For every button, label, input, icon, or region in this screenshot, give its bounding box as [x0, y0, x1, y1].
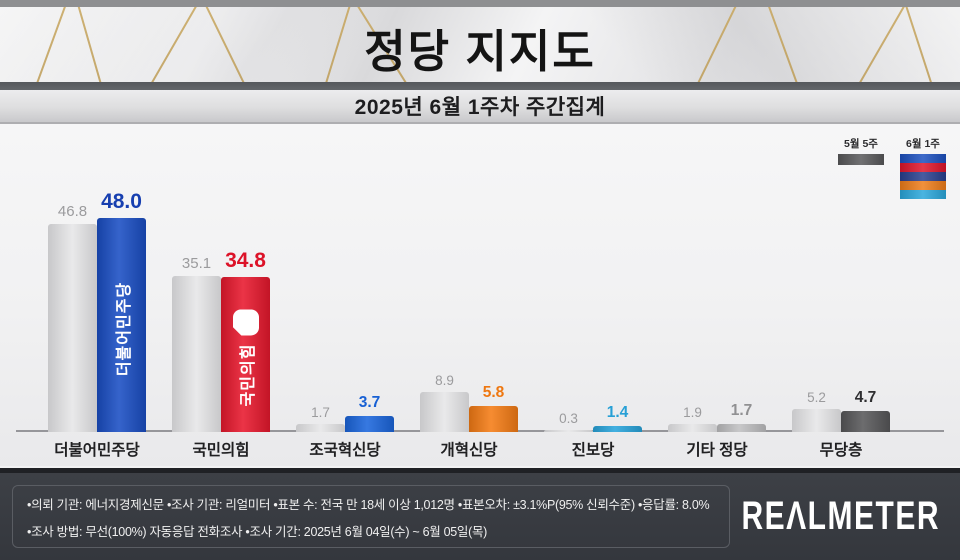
header-banner: 정당 지지도	[0, 0, 960, 82]
current-week-column: 1.7	[717, 402, 766, 432]
previous-week-column: 1.9	[668, 405, 717, 432]
legend-label: 6월 1주	[906, 138, 940, 150]
current-week-bar: 국민의힘	[221, 277, 270, 432]
legend-label: 5월 5주	[844, 138, 878, 150]
category-label: 조국혁신당	[309, 442, 381, 459]
previous-value-label: 46.8	[57, 202, 88, 220]
previous-value-label: 35.1	[181, 254, 212, 272]
category-label: 개혁신당	[440, 442, 498, 459]
previous-week-bar	[544, 430, 593, 432]
current-week-column: 1.4	[593, 404, 642, 432]
bar-group: 0.3 1.4 진보당	[544, 404, 642, 466]
legend-color-row	[900, 163, 946, 172]
legend-swatch-multicolor	[900, 154, 946, 199]
previous-week-bar	[296, 424, 345, 432]
current-week-bar	[345, 415, 394, 432]
bar-pair: 46.8 48.0 더불어민주당	[48, 190, 146, 432]
legend-swatch-gray	[838, 154, 884, 165]
previous-week-bar	[48, 223, 97, 432]
previous-week-bar	[792, 408, 841, 432]
bar-group: 35.1 34.8 국민의힘 국민의힘	[172, 249, 270, 466]
current-value-label: 3.7	[358, 393, 381, 411]
chart-legend: 5월 5주 6월 1주	[838, 136, 946, 199]
ppp-symbol-icon	[233, 309, 259, 335]
party-logo-text: 국민의힘	[239, 343, 257, 407]
legend-color-row	[900, 154, 946, 163]
survey-period-subtitle: 2025년 6월 1주차 주간집계	[354, 96, 606, 119]
page-title: 정당 지지도	[364, 26, 596, 77]
current-value-label: 5.8	[482, 384, 505, 402]
legend-color-row	[900, 190, 946, 199]
current-week-bar	[841, 411, 890, 432]
bar-pair: 1.9 1.7	[668, 402, 766, 432]
current-week-column: 4.7	[841, 389, 890, 432]
bar-pair: 8.9 5.8	[420, 373, 518, 432]
category-label: 국민의힘	[192, 442, 250, 459]
previous-week-bar	[420, 392, 469, 432]
current-week-bar	[717, 424, 766, 432]
legend-color-row	[838, 154, 884, 165]
previous-week-bar	[172, 275, 221, 432]
footer: •의뢰 기관: 에너지경제신문 •조사 기관: 리얼미터 •표본 수: 전국 만…	[0, 468, 960, 560]
category-label: 기타 정당	[686, 442, 748, 459]
previous-week-column: 46.8	[48, 203, 97, 432]
party-logo-democratic: 더불어민주당	[110, 282, 134, 376]
current-value-label: 34.8	[225, 249, 266, 273]
bar-group: 1.9 1.7 기타 정당	[668, 402, 766, 466]
bar-pair: 5.2 4.7	[792, 389, 890, 432]
current-value-label: 48.0	[101, 190, 142, 214]
current-week-column: 48.0 더불어민주당	[97, 190, 146, 432]
bar-pair: 1.7 3.7	[296, 394, 394, 432]
bar-group: 5.2 4.7 무당층	[792, 389, 890, 466]
legend-color-row	[900, 181, 946, 190]
previous-value-label: 0.3	[559, 411, 578, 426]
category-label: 무당층	[819, 442, 863, 459]
previous-week-bar	[668, 423, 717, 432]
header-divider	[0, 82, 960, 90]
current-value-label: 1.4	[606, 403, 629, 421]
previous-value-label: 8.9	[435, 373, 454, 389]
party-logo-ppp: 국민의힘	[233, 309, 259, 406]
survey-details-line1: •의뢰 기관: 에너지경제신문 •조사 기관: 리얼미터 •표본 수: 전국 만…	[27, 497, 710, 512]
previous-week-column: 35.1	[172, 255, 221, 432]
bar-group: 8.9 5.8 개혁신당	[420, 373, 518, 466]
current-week-bar	[593, 425, 642, 432]
legend-item-current-week: 6월 1주	[900, 136, 946, 199]
subtitle-band: 2025년 6월 1주차 주간집계	[0, 90, 960, 124]
legend-item-previous-week: 5월 5주	[838, 136, 884, 199]
current-value-label: 4.7	[854, 389, 877, 407]
current-value-label: 1.7	[730, 402, 753, 420]
previous-week-column: 1.7	[296, 405, 345, 432]
current-week-column: 3.7	[345, 394, 394, 432]
category-label: 더불어민주당	[54, 442, 140, 459]
survey-details-line2: •조사 방법: 무선(100%) 자동응답 전화조사 •조사 기간: 2025년…	[27, 524, 488, 539]
party-logo-text: 더불어민주당	[115, 282, 133, 377]
current-week-column: 34.8 국민의힘	[221, 249, 270, 432]
current-week-bar	[469, 406, 518, 432]
current-week-bar: 더불어민주당	[97, 218, 146, 432]
survey-details-box: •의뢰 기관: 에너지경제신문 •조사 기관: 리얼미터 •표본 수: 전국 만…	[12, 485, 730, 548]
previous-value-label: 1.7	[311, 405, 330, 421]
bar-pair: 0.3 1.4	[544, 404, 642, 432]
current-week-column: 5.8	[469, 384, 518, 432]
previous-week-column: 8.9	[420, 373, 469, 432]
previous-week-column: 5.2	[792, 390, 841, 432]
bar-groups: 46.8 48.0 더불어민주당 더불어민주당 35.1 34.8 국민의힘 국민의힘 1.7 3…	[48, 190, 890, 466]
legend-color-row	[900, 172, 946, 181]
previous-value-label: 5.2	[807, 389, 826, 405]
previous-value-label: 1.9	[683, 404, 702, 420]
bar-group: 1.7 3.7 조국혁신당	[296, 394, 394, 466]
bar-group: 46.8 48.0 더불어민주당 더불어민주당	[48, 190, 146, 466]
previous-week-column: 0.3	[544, 411, 593, 432]
realmeter-logo: REΛLMETER	[741, 494, 940, 538]
category-label: 진보당	[571, 442, 615, 459]
bar-chart: 5월 5주 6월 1주 46.8 48.0 더불어민주당 더불어민주당 35.1 34.8…	[0, 124, 960, 466]
bar-pair: 35.1 34.8 국민의힘	[172, 249, 270, 432]
